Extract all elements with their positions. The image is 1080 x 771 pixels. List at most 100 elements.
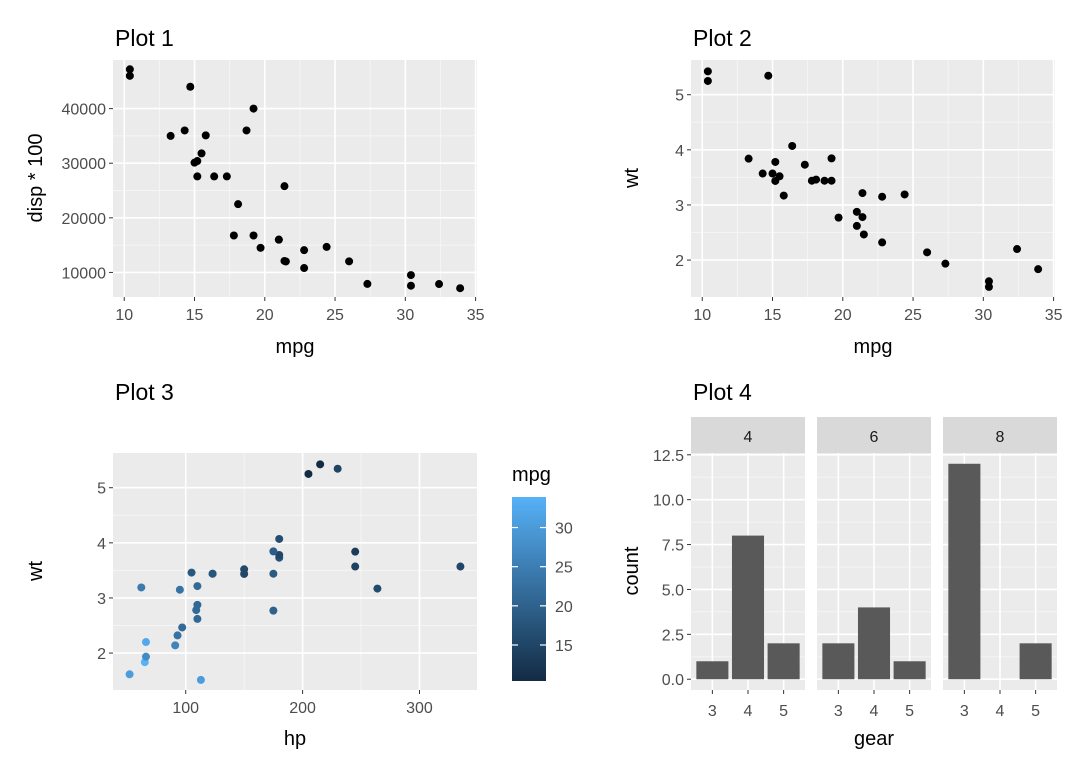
bar [696, 661, 729, 680]
legend-title: mpg [512, 464, 551, 486]
data-point [240, 569, 249, 578]
data-point [351, 562, 360, 571]
panel-background [691, 60, 1055, 297]
data-point [878, 238, 887, 247]
facet-strip [943, 417, 1057, 453]
y-tick-label: 5.0 [662, 582, 684, 599]
data-point [820, 176, 829, 185]
data-point [316, 460, 325, 469]
data-point [171, 641, 180, 650]
x-tick-label: 4 [744, 703, 753, 720]
y-tick-label: 2 [675, 253, 684, 270]
panel-background [113, 453, 477, 690]
data-point [190, 158, 199, 167]
facet-label: 6 [870, 429, 879, 446]
x-tick-label: 3 [708, 703, 717, 720]
data-point [744, 154, 753, 163]
data-point [768, 169, 777, 178]
data-point [137, 583, 146, 592]
y-tick-label: 30000 [62, 156, 107, 173]
panel-background [113, 60, 477, 297]
data-point [852, 221, 861, 230]
data-point [771, 176, 780, 185]
data-point [788, 141, 797, 150]
data-point [351, 547, 360, 556]
y-tick-label: 5 [675, 88, 684, 105]
data-point [878, 192, 887, 201]
data-point [852, 207, 861, 216]
data-point [834, 213, 843, 222]
bar [857, 607, 891, 680]
data-point [256, 243, 265, 252]
x-tick-label: 25 [326, 307, 344, 324]
data-point [275, 550, 284, 559]
data-point [406, 281, 415, 290]
legend-tick-label: 25 [555, 560, 573, 577]
data-point [242, 126, 251, 135]
data-point [175, 585, 184, 594]
data-point [186, 82, 195, 91]
data-point [363, 279, 372, 288]
data-point [269, 547, 278, 556]
data-point [435, 280, 444, 289]
y-tick-label: 40000 [62, 102, 107, 119]
y-tick-label: 10000 [62, 265, 107, 282]
data-point [249, 231, 258, 240]
plot-title: Plot 4 [693, 379, 752, 405]
x-tick-label: 300 [406, 700, 433, 717]
x-tick-label: 20 [834, 307, 852, 324]
data-point [859, 230, 868, 239]
data-point [192, 606, 201, 615]
legend-tick-label: 15 [555, 638, 573, 655]
y-tick-label: 4 [97, 536, 106, 553]
x-tick-label: 3 [960, 703, 969, 720]
data-point [300, 246, 309, 255]
data-point [858, 189, 867, 198]
legend-tick-label: 30 [555, 521, 573, 538]
data-point [923, 248, 932, 257]
y-tick-label: 4 [675, 143, 684, 160]
plot-title: Plot 1 [115, 25, 174, 51]
plot-title: Plot 3 [115, 379, 174, 405]
data-point [141, 638, 150, 647]
x-tick-label: 25 [904, 307, 922, 324]
x-axis-title: gear [854, 728, 894, 750]
data-point [771, 157, 780, 166]
data-point [703, 76, 712, 85]
data-point [764, 71, 773, 80]
data-point [180, 126, 189, 135]
data-point [779, 191, 788, 200]
data-point [166, 131, 175, 140]
data-point [125, 71, 134, 80]
data-point [196, 675, 205, 684]
x-tick-label: 30 [396, 307, 414, 324]
data-point [456, 562, 465, 571]
data-point [373, 584, 382, 593]
y-tick-label: 2.5 [662, 627, 684, 644]
data-point [800, 160, 809, 169]
data-point [125, 65, 134, 74]
x-tick-label: 5 [905, 703, 914, 720]
data-point [178, 623, 187, 632]
x-axis-title: hp [284, 728, 306, 750]
y-tick-label: 0.0 [662, 672, 684, 689]
data-point [304, 469, 313, 478]
y-tick-label: 3 [675, 198, 684, 215]
legend-tick-label: 20 [555, 599, 573, 616]
y-tick-label: 2 [97, 646, 106, 663]
x-axis-title: mpg [276, 336, 315, 358]
x-tick-label: 100 [172, 700, 199, 717]
plot-title: Plot 2 [693, 25, 752, 51]
x-axis-title: mpg [854, 336, 893, 358]
y-tick-label: 7.5 [662, 538, 684, 555]
data-point [827, 176, 836, 185]
bar [767, 643, 800, 680]
facet-label: 4 [744, 429, 753, 446]
y-tick-label: 10.0 [653, 493, 684, 510]
x-tick-label: 30 [974, 307, 992, 324]
y-axis-title: wt [621, 168, 643, 189]
data-point [274, 235, 283, 244]
data-point [941, 259, 950, 268]
data-point [269, 606, 278, 615]
